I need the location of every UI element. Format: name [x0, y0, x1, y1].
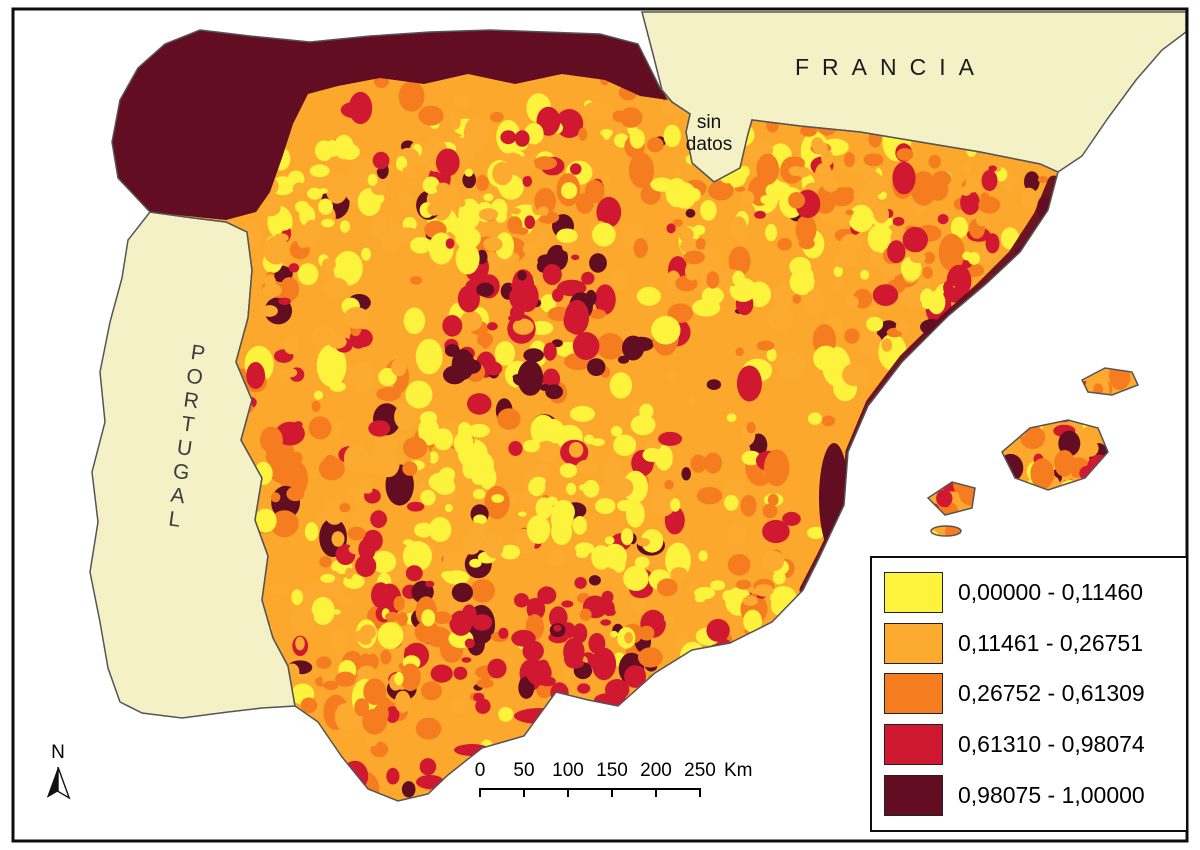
legend-label: 0,11461 - 0,26751: [958, 629, 1144, 656]
galicia-dark-region: [112, 30, 668, 220]
legend-item: 0,98075 - 1,00000: [884, 775, 1174, 817]
ibiza-island: [926, 481, 976, 516]
portugal-letter: R: [182, 388, 201, 414]
portugal-letter: G: [171, 459, 191, 485]
legend-item: 0,00000 - 0,11460: [884, 571, 1174, 613]
legend-swatch: [884, 622, 943, 664]
portugal-letter: T: [179, 412, 196, 437]
france-label: FRANCIA: [795, 54, 987, 80]
legend-label: 0,98075 - 1,00000: [958, 782, 1145, 809]
legend-swatch: [884, 673, 943, 715]
map-frame: [11, 7, 1189, 843]
portugal-letter: P: [189, 340, 207, 366]
scale-tick-label: 100: [552, 760, 584, 781]
scale-tick: [567, 788, 569, 797]
legend-item: 0,11461 - 0,26751: [884, 622, 1174, 664]
scale-bar-line: [480, 788, 700, 790]
scale-tick-label: 200: [640, 760, 672, 781]
legend-swatch: [884, 775, 943, 817]
legend-swatch: [884, 724, 943, 766]
spain-coastline: [111, 29, 1059, 802]
scale-tick-label: 50: [513, 760, 535, 781]
scale-tick: [523, 788, 525, 797]
scale-tick-label: 250: [684, 760, 716, 781]
menorca-island: [1080, 367, 1140, 396]
north-label: N: [51, 742, 65, 763]
scale-bar: 0 50 100 150 200 250 Km: [470, 760, 770, 805]
north-indicator: N: [40, 742, 76, 806]
legend-label: 0,00000 - 0,11460: [958, 578, 1144, 605]
portugal-letter: A: [169, 483, 187, 509]
no-data-line2: datos: [685, 134, 733, 155]
legend: 0,00000 - 0,11460 0,11461 - 0,26751 0,26…: [870, 556, 1188, 832]
scale-tick: [655, 788, 657, 797]
no-data-line1: sin: [696, 112, 722, 133]
scale-tick-label: 0: [474, 760, 486, 781]
portugal-letter: O: [184, 364, 205, 390]
north-arrow-icon: [46, 766, 71, 800]
legend-item: 0,26752 - 0,61309: [884, 673, 1174, 715]
formentera-island: [930, 525, 962, 537]
no-data-label: sin datos: [664, 112, 754, 156]
portugal-letter: L: [167, 507, 182, 532]
scale-tick-label: 150: [596, 760, 628, 781]
legend-swatch: [884, 571, 943, 613]
scale-tick: [611, 788, 613, 797]
legend-label: 0,61310 - 0,98074: [958, 731, 1145, 758]
scale-tick: [479, 788, 481, 797]
portugal-letter: U: [175, 435, 194, 461]
legend-item: 0,61310 - 0,98074: [884, 724, 1174, 766]
scale-unit-label: Km: [724, 760, 753, 781]
mallorca-island: [1001, 419, 1109, 491]
legend-label: 0,26752 - 0,61309: [958, 680, 1145, 707]
scale-tick: [699, 788, 701, 797]
